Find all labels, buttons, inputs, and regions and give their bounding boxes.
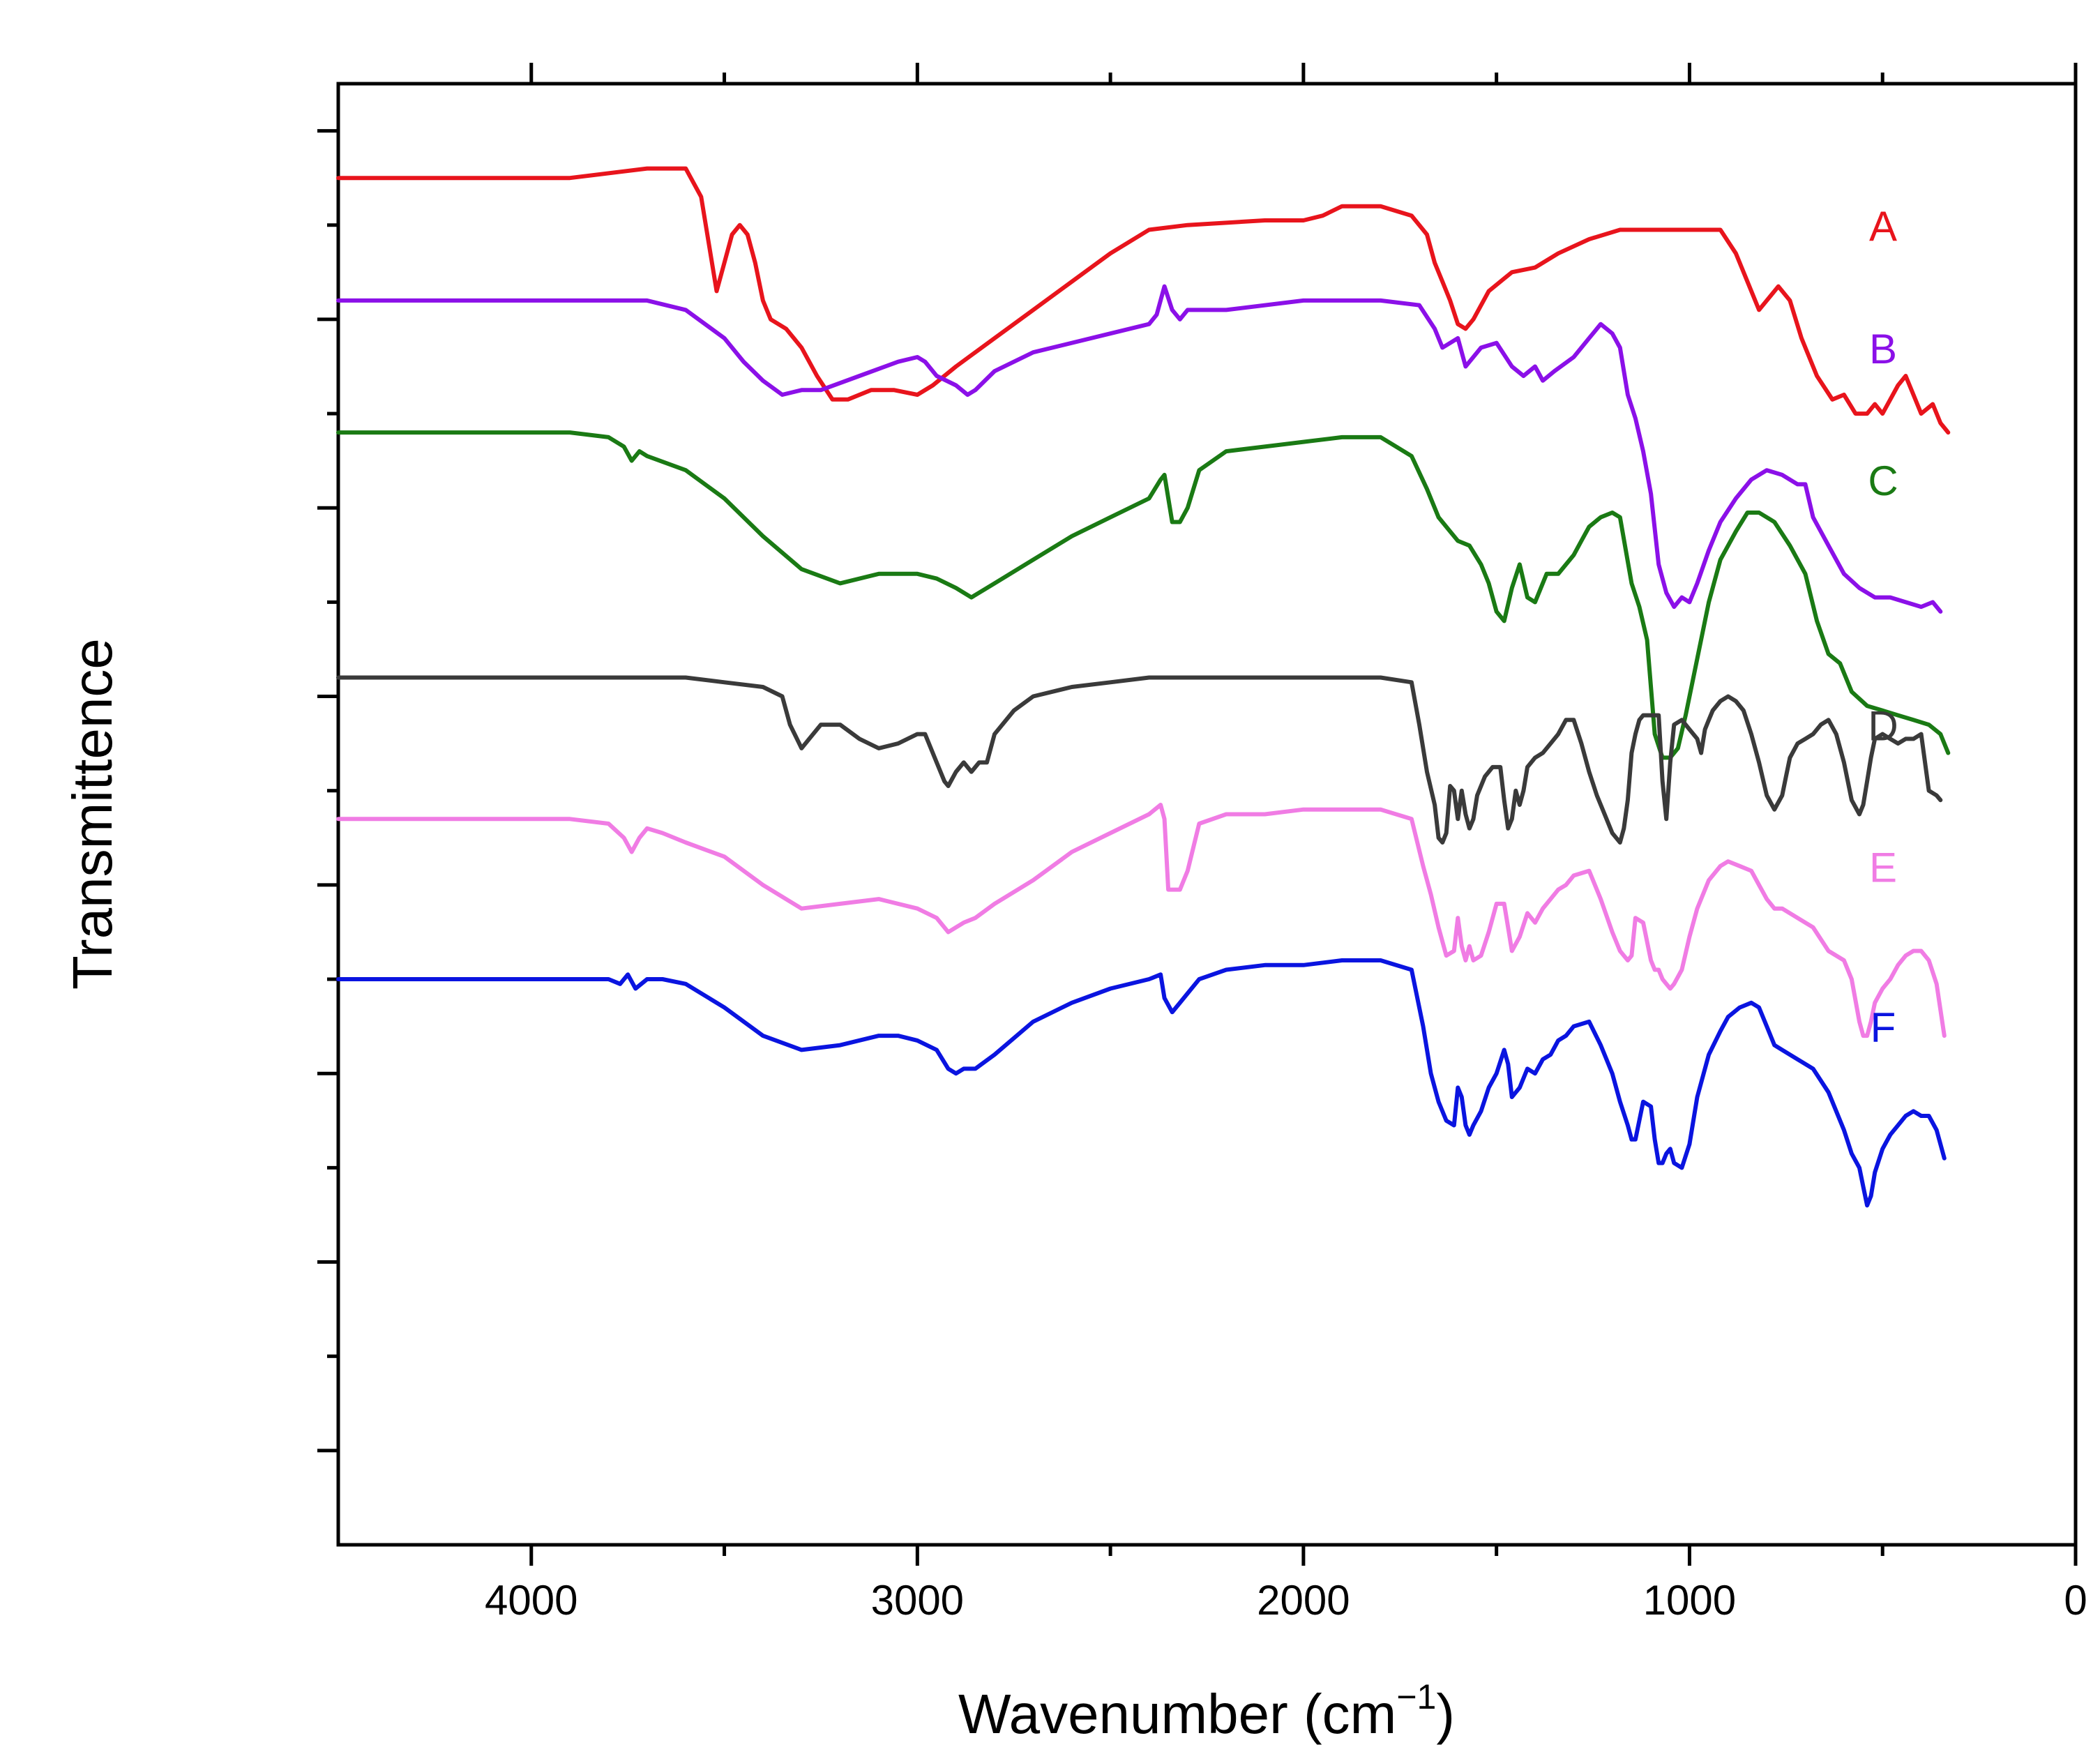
axis-ticks: 4000 3000 2000 1000 0 bbox=[317, 63, 2087, 1624]
x-axis-title-close: ) bbox=[1436, 1683, 1455, 1745]
plot-frame bbox=[336, 82, 2078, 1547]
x-axis-title: Wavenumber (cm−1) bbox=[958, 1677, 1455, 1745]
series-a-label: A bbox=[1869, 203, 1897, 250]
series-a-line bbox=[336, 166, 1951, 435]
series-c-line bbox=[336, 430, 1951, 760]
x-tick-label: 1000 bbox=[1643, 1577, 1736, 1624]
spectra-traces bbox=[336, 166, 1951, 1208]
series-d-label: D bbox=[1868, 703, 1898, 750]
series-c-label: C bbox=[1868, 458, 1898, 504]
series-d-line bbox=[336, 675, 1943, 845]
series-e-line bbox=[336, 803, 1947, 1038]
y-axis-title: Transmittence bbox=[61, 638, 123, 990]
x-tick-label: 3000 bbox=[871, 1577, 964, 1624]
series-f-label: F bbox=[1871, 1004, 1896, 1051]
x-tick-label: 2000 bbox=[1257, 1577, 1350, 1624]
x-axis-title-main: Wavenumber (cm bbox=[958, 1683, 1396, 1745]
series-e-label: E bbox=[1869, 844, 1897, 891]
series-labels: A B C D E F bbox=[1868, 203, 1898, 1051]
x-tick-label: 0 bbox=[2064, 1577, 2087, 1624]
series-b-line bbox=[336, 284, 1943, 614]
series-b-label: B bbox=[1869, 326, 1897, 372]
x-tick-label: 4000 bbox=[485, 1577, 577, 1624]
series-f-line bbox=[336, 958, 1947, 1208]
x-axis-title-superscript: −1 bbox=[1396, 1677, 1436, 1716]
